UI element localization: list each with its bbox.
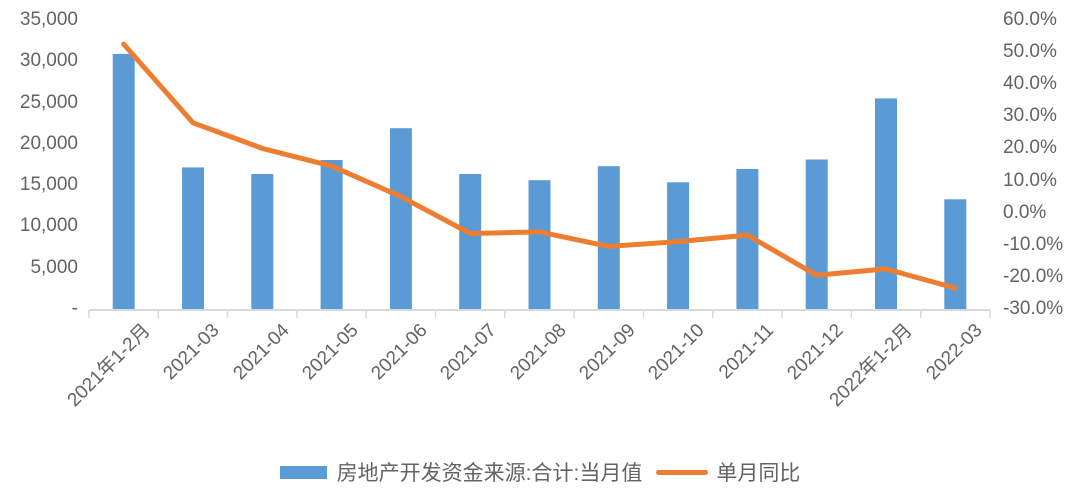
right-axis-label: 60.0% (1003, 9, 1057, 30)
bar-2021-10 (667, 182, 690, 309)
right-axis-label: -30.0% (1003, 298, 1064, 319)
right-axis-label: 40.0% (1003, 73, 1057, 95)
bar-2022-03 (944, 199, 967, 309)
legend-bar-swatch-icon (279, 465, 327, 479)
right-axis-label: -10.0% (1003, 233, 1064, 255)
bar-2021年1-2月 (112, 53, 135, 310)
yoy-line (121, 41, 958, 291)
left-axis-label: 30,000 (19, 50, 78, 72)
left-axis-label: - (71, 298, 78, 319)
legend-line-label: 单月同比 (716, 462, 801, 485)
bar-2021-07 (459, 174, 482, 309)
legend-line-swatch-icon (656, 469, 709, 475)
bar-2021-06 (389, 128, 412, 309)
right-axis-label: -20.0% (1003, 265, 1064, 287)
bar-2021-09 (597, 166, 620, 309)
right-axis-label: 50.0% (1003, 41, 1057, 63)
left-axis-label: 35,000 (19, 9, 78, 30)
bar-2021-05 (320, 160, 343, 309)
left-axis-label: 10,000 (19, 215, 78, 237)
bar-2021-08 (528, 180, 551, 309)
right-axis-label: 20.0% (1003, 137, 1057, 159)
bar-2022年1-2月 (875, 98, 897, 310)
legend-bar-label: 房地产开发资金来源:合计:当月值 (336, 462, 643, 485)
left-axis-label: 5,000 (30, 256, 78, 278)
bar-2021-04 (251, 174, 274, 309)
bar-2021-03 (182, 167, 204, 309)
right-axis-label: 30.0% (1003, 105, 1057, 127)
left-axis-label: 20,000 (19, 132, 78, 154)
legend: 房地产开发资金来源:合计:当月值 单月同比 (0, 456, 1080, 488)
left-axis-label: 25,000 (19, 91, 78, 113)
bar-2021-12 (805, 159, 828, 309)
right-axis-label: 0.0% (1003, 201, 1047, 223)
right-axis-label: 10.0% (1003, 169, 1057, 191)
left-axis-label: 15,000 (19, 174, 78, 196)
bar-2021-11 (736, 169, 759, 309)
